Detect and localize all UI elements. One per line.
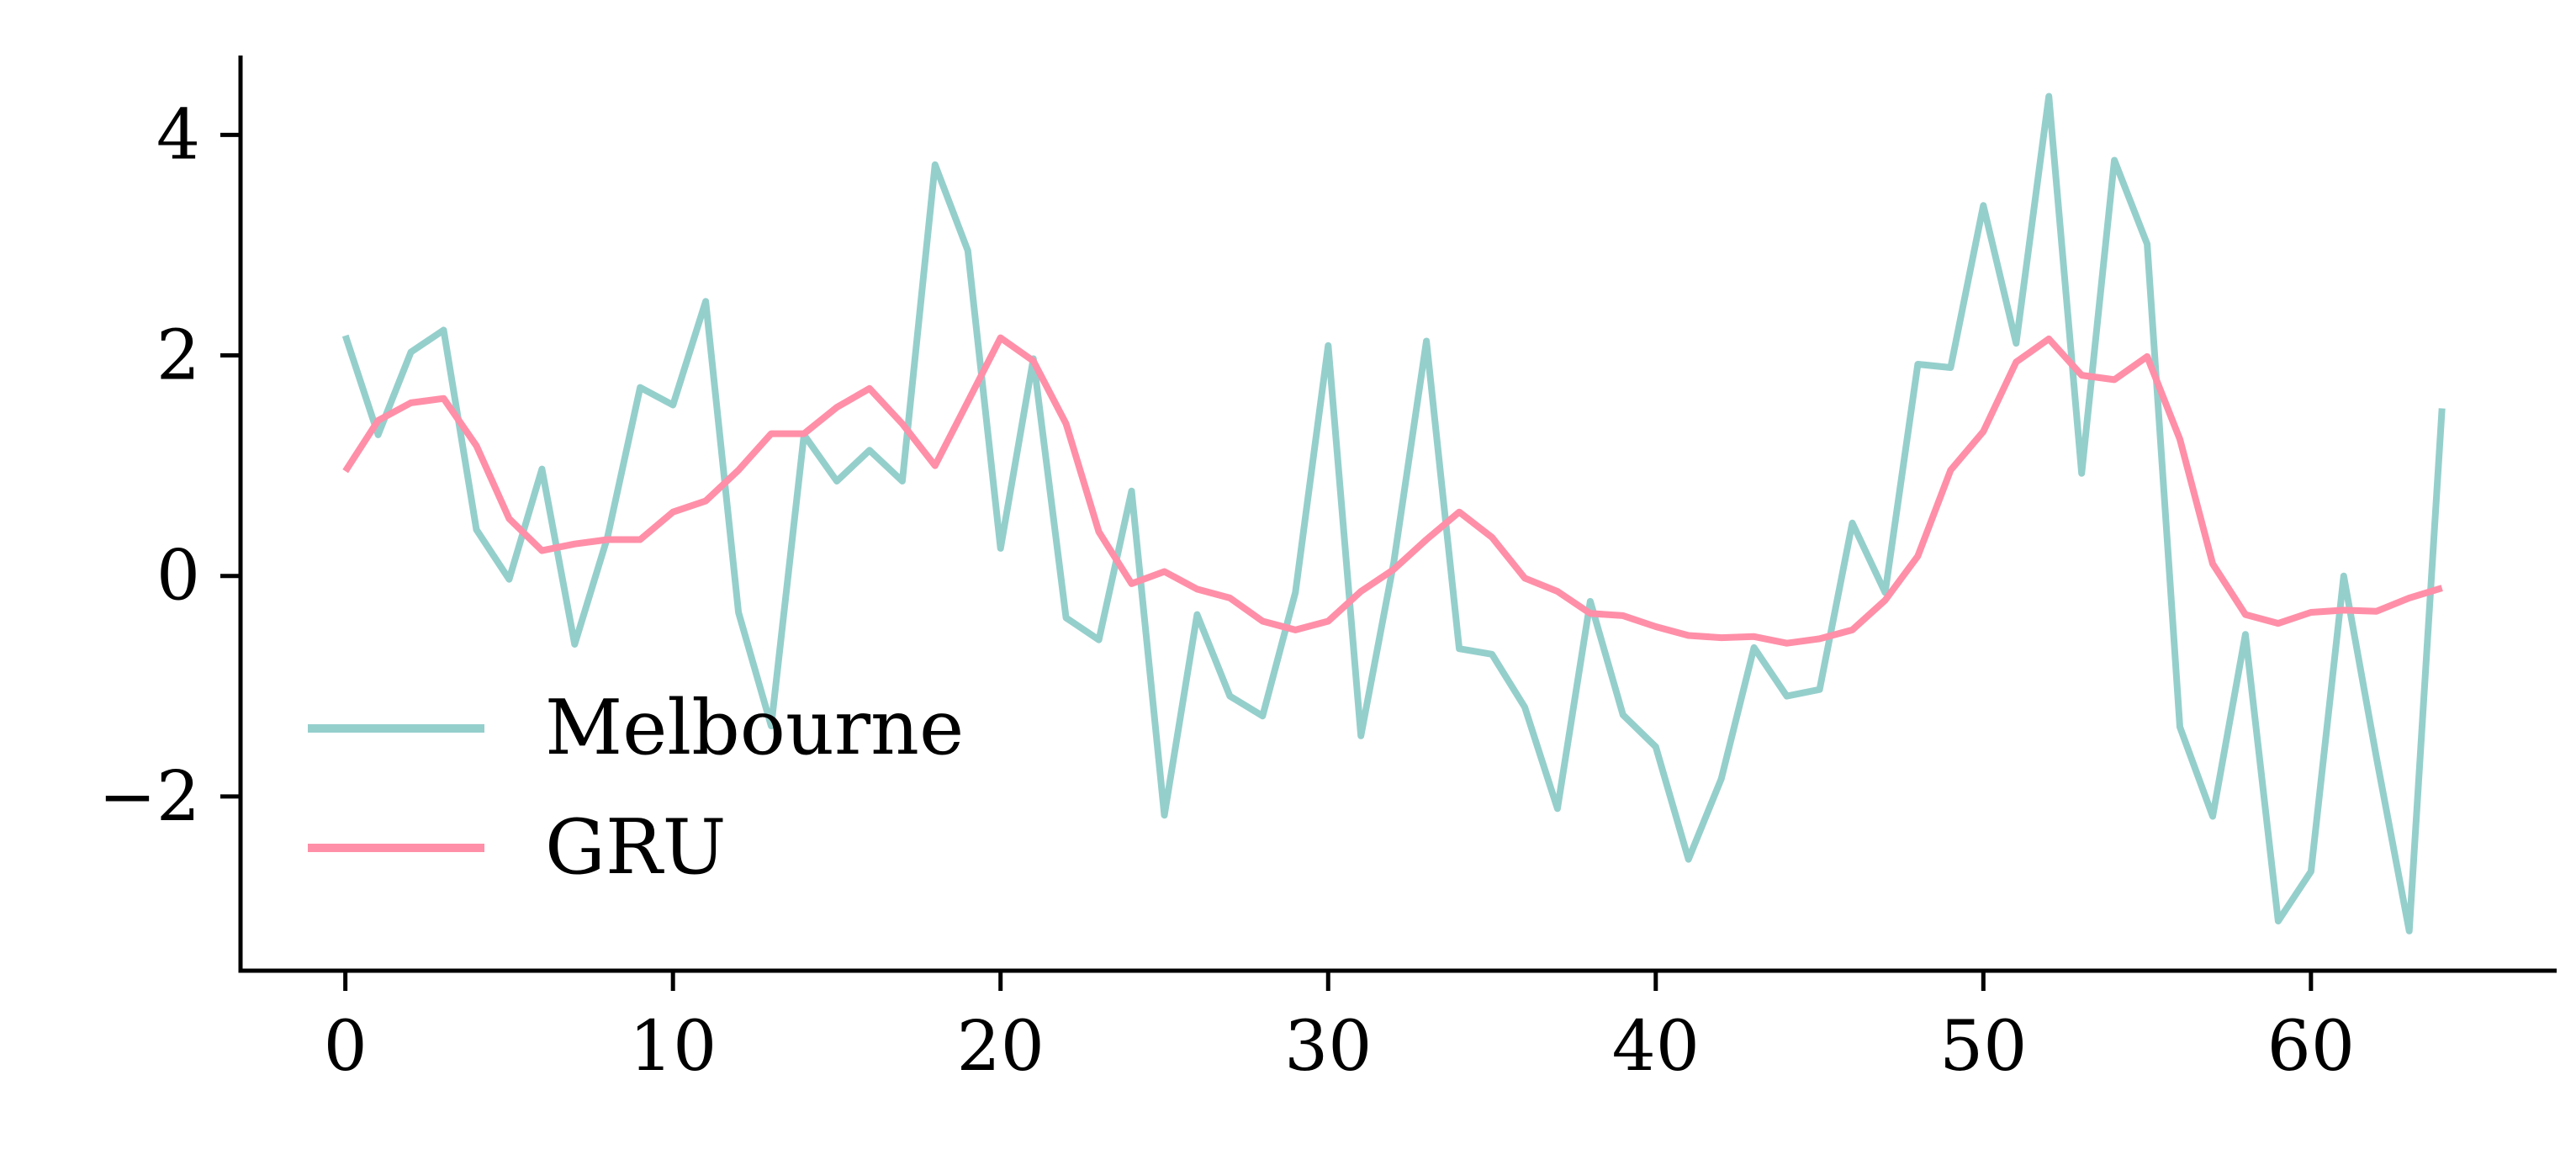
x-tick-label: 60 bbox=[2267, 1007, 2355, 1087]
legend: Melbourne GRU bbox=[308, 684, 964, 892]
axes: 0 10 20 30 40 50 60 −2 0 2 4 bbox=[98, 56, 2557, 1087]
x-tick-label: 0 bbox=[324, 1007, 368, 1087]
y-tick-label: 0 bbox=[156, 537, 200, 617]
series-layer bbox=[341, 93, 2446, 935]
legend-label-gru: GRU bbox=[545, 803, 727, 892]
y-tick-label: −2 bbox=[98, 757, 200, 837]
y-tick-label: 2 bbox=[156, 316, 200, 396]
x-tick-label: 20 bbox=[957, 1007, 1045, 1087]
legend-label-melbourne: Melbourne bbox=[545, 684, 964, 772]
x-tick-label: 40 bbox=[1612, 1007, 1700, 1087]
series-line-melbourne bbox=[341, 93, 2446, 935]
x-tick-label: 10 bbox=[629, 1007, 717, 1087]
x-tick-label: 50 bbox=[1939, 1007, 2027, 1087]
y-tick-label: 4 bbox=[156, 95, 200, 175]
series-line-gru bbox=[342, 334, 2443, 647]
x-tick-label: 30 bbox=[1284, 1007, 1372, 1087]
